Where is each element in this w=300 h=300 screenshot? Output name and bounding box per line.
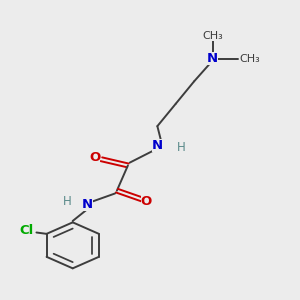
Text: O: O (141, 195, 152, 208)
Text: Cl: Cl (19, 224, 34, 237)
Text: N: N (207, 52, 218, 65)
Text: H: H (63, 195, 72, 208)
Text: N: N (152, 139, 163, 152)
Text: O: O (89, 151, 100, 164)
Text: CH₃: CH₃ (202, 32, 223, 41)
Text: CH₃: CH₃ (239, 54, 260, 64)
Text: N: N (82, 198, 93, 211)
Text: H: H (177, 141, 186, 154)
